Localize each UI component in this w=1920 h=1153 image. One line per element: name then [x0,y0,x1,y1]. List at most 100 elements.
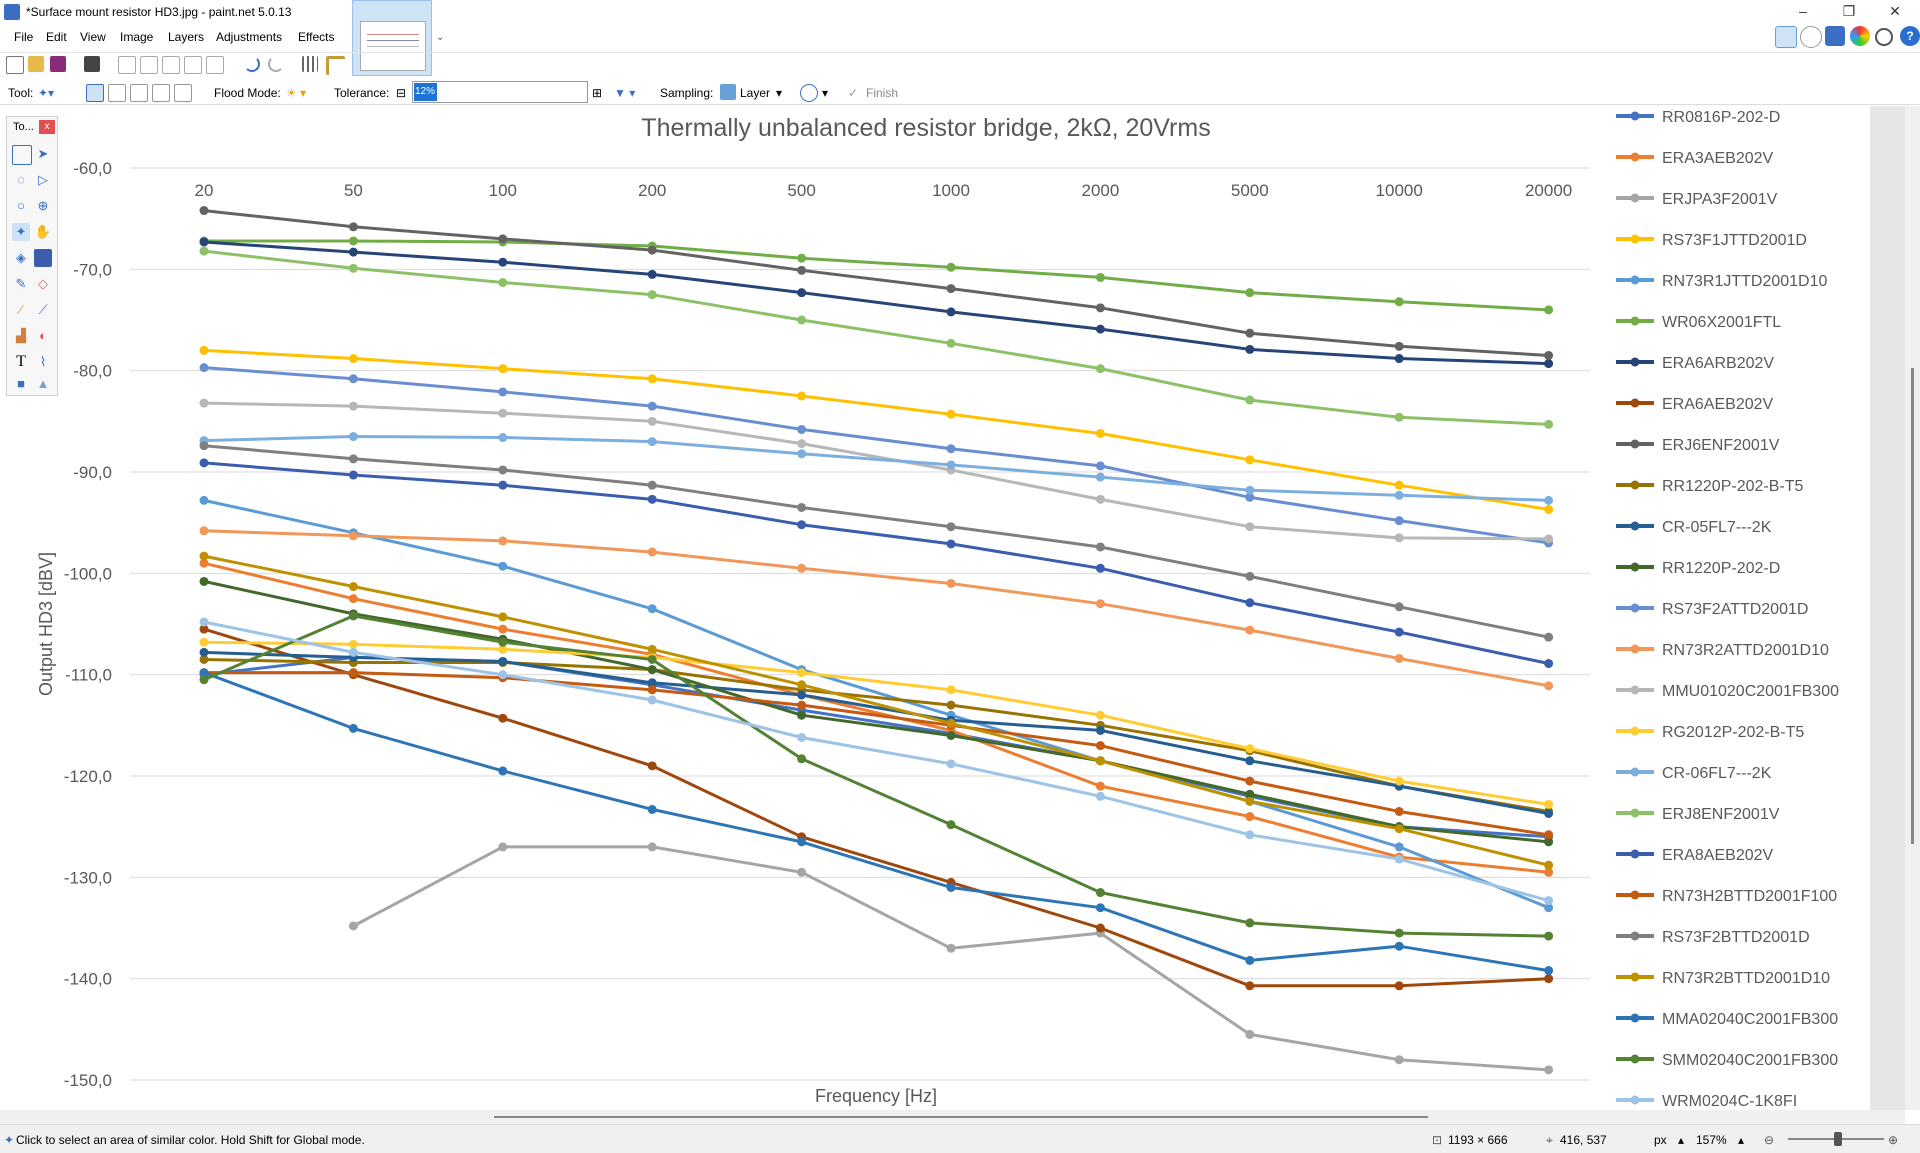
data-point [199,441,209,451]
tools-toggle-icon[interactable] [1775,26,1797,48]
magic-wand-tool-icon[interactable]: ✦ [12,223,30,241]
unit-selector[interactable]: px [1654,1133,1667,1147]
menu-file[interactable]: File [14,30,34,44]
gear-icon[interactable] [1875,28,1893,46]
save-icon[interactable] [50,56,66,72]
menu-adjustments[interactable]: Adjustments [216,30,283,44]
undo-icon[interactable] [244,56,260,72]
antialias-icon[interactable] [800,84,818,102]
x-tick-label: 20 [195,181,214,200]
paint-bucket-icon[interactable]: ◈ [16,250,26,265]
rectangle-select-icon[interactable] [12,145,32,165]
data-point [1245,796,1255,806]
antialias-dropdown-icon[interactable]: ▾ [822,86,829,100]
zoom-in-icon[interactable]: ⊕ [1888,1133,1899,1147]
y-tick-label: -140,0 [64,970,112,989]
menu-effects[interactable]: Effects [298,30,335,44]
zoom-slider[interactable] [1788,1132,1884,1146]
magic-wand-icon[interactable]: ✦▾ [38,86,55,100]
colors-icon[interactable] [1850,26,1870,46]
clone-stamp-icon[interactable]: ▟ [16,328,26,343]
selection-mode-xor-icon[interactable] [174,84,192,102]
flood-mode-sun-icon[interactable]: ☀ ▾ [286,86,307,100]
cut-icon[interactable] [118,56,136,74]
data-point [1245,395,1255,405]
ellipse-select-icon[interactable]: ○ [17,198,25,213]
series-line [203,554,1549,867]
recolor-icon[interactable]: ◐ [39,328,47,343]
data-point [797,439,807,449]
sampling-dropdown-icon[interactable]: ▾ [776,86,783,100]
menu-layers[interactable]: Layers [168,30,205,44]
tolerance-slider[interactable]: 12% [412,81,588,103]
zoom-value[interactable]: 157% [1696,1133,1727,1147]
data-point [1095,710,1105,720]
lasso-select-icon[interactable]: ◌ [17,172,25,187]
line-curve-icon[interactable]: ⌇ [39,354,47,369]
unit-dropdown-icon[interactable]: ▴ [1678,1133,1685,1147]
pan-icon[interactable]: ✋ [34,224,52,239]
chevron-down-icon[interactable]: ⌄ [436,32,445,43]
selection-mode-replace-icon[interactable] [86,84,104,102]
menu-image[interactable]: Image [120,30,154,44]
history-icon[interactable] [1800,26,1822,48]
color-picker-icon[interactable]: ⟋ [38,302,48,317]
menu-edit[interactable]: Edit [46,30,67,44]
legend-entry: ERA3AEB202V [1662,150,1774,167]
open-folder-icon[interactable] [28,56,44,72]
tools-panel-close-button[interactable]: x [39,120,55,134]
window-title: *Surface mount resistor HD3.jpg - paint.… [26,5,292,19]
data-point [199,558,209,568]
new-file-icon[interactable] [6,56,24,74]
legend-marker [1630,767,1640,777]
blend-mode-icon[interactable]: ▼ ▾ [614,86,636,100]
finish-button[interactable]: Finish [866,86,899,100]
zoom-out-icon[interactable]: ⊖ [1764,1133,1775,1147]
close-button[interactable]: ✕ [1889,3,1901,19]
zoom-icon[interactable]: ⊕ [37,198,49,213]
selection-mode-intersect-icon[interactable] [152,84,170,102]
sampling-value[interactable]: Layer [740,86,771,100]
vertical-scroll-thumb[interactable] [1911,368,1914,844]
tools-panel-header[interactable]: To... x [7,117,57,137]
data-point [797,867,807,877]
ruler-icon[interactable] [326,56,345,75]
horizontal-scrollbar[interactable] [0,1110,1905,1124]
selection-mode-union-icon[interactable] [108,84,126,102]
redo-icon[interactable] [268,56,284,72]
print-icon[interactable] [84,56,100,72]
text-icon[interactable]: T [16,353,26,370]
shapes-icon[interactable]: ■ [17,376,25,391]
paste-icon[interactable] [162,56,180,74]
legend-marker [1630,480,1640,490]
maximize-button[interactable]: ❐ [1842,3,1856,19]
copy-icon[interactable] [140,56,158,74]
help-icon[interactable]: ? [1900,26,1920,46]
menu-view[interactable]: View [80,30,106,44]
vertical-scrollbar[interactable] [1905,106,1920,1110]
shapes-triangle-icon[interactable]: ▲ [36,376,50,391]
selection-mode-exclude-icon[interactable] [130,84,148,102]
move-selected-icon[interactable]: ➤ [37,146,49,161]
horizontal-scroll-thumb[interactable] [494,1116,1428,1118]
pencil-icon[interactable]: ⁄ [19,302,23,317]
document-thumbnail-tab[interactable] [352,0,432,76]
paintbrush-icon[interactable]: ✎ [15,276,27,291]
image-canvas[interactable]: -60,0 -70,0 -80,0 -90,0 -100,0 -110,0 -120,0 -1… [0,106,1870,1110]
move-selection-icon[interactable]: ▷ [38,172,48,187]
layers-icon[interactable] [1825,26,1845,46]
data-point [1245,598,1255,608]
gradient-icon[interactable] [34,249,52,267]
data-point [348,263,358,273]
deselect-icon[interactable] [206,56,224,74]
grid-icon[interactable] [302,56,318,72]
crop-icon[interactable] [184,56,202,74]
zoom-slider-knob[interactable] [1834,1132,1842,1146]
eraser-icon[interactable]: ◇ [38,276,48,291]
legend-marker [1630,111,1640,121]
tolerance-increase-icon[interactable]: ⊞ [592,86,603,100]
data-point [797,520,807,530]
tolerance-decrease-icon[interactable]: ⊟ [396,86,407,100]
minimize-button[interactable]: – [1799,3,1807,19]
zoom-dropdown-icon[interactable]: ▴ [1738,1133,1745,1147]
